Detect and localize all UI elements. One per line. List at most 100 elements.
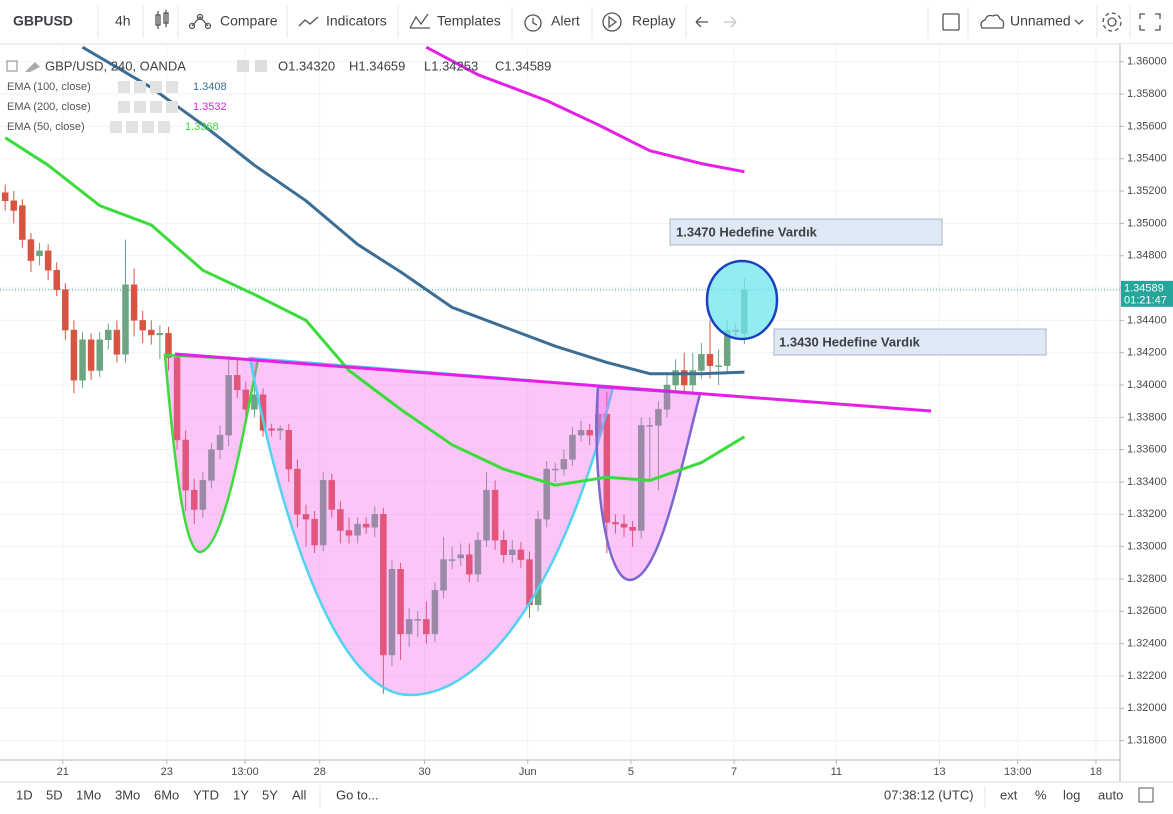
range-button[interactable]: 1D	[16, 787, 33, 802]
axis-option[interactable]: log	[1063, 787, 1080, 802]
range-button[interactable]: 3Mo	[115, 787, 140, 802]
candle-body	[122, 284, 129, 355]
x-tick-label: 13:00	[231, 766, 259, 778]
ema-lines	[4, 45, 746, 487]
replay-button[interactable]: Replay	[632, 13, 676, 29]
indicator-button[interactable]	[126, 121, 138, 133]
interval[interactable]: 4h	[115, 13, 131, 29]
indicators-button[interactable]: Indicators	[326, 13, 387, 29]
candle-body	[483, 489, 490, 541]
x-tick-label: 5	[628, 766, 634, 778]
candle-body	[225, 375, 232, 436]
ohlc-low: L1.34253	[424, 58, 478, 73]
right-shoulder[interactable]	[595, 385, 702, 582]
axis-option[interactable]: ext	[1000, 787, 1018, 802]
settings-icon[interactable]	[1138, 787, 1154, 803]
templates-icon[interactable]	[409, 13, 430, 29]
indicator-button[interactable]	[158, 121, 170, 133]
annotation-labels: 1.3470 Hedefine Vardık 1.3430 Hedefine V…	[669, 218, 1047, 356]
range-button[interactable]: 6Mo	[154, 787, 179, 802]
candle-body	[319, 480, 327, 546]
time-axis: 21 23 13:00 28 30 Jun 5 7 11 13 13:00 18	[57, 760, 1102, 778]
indicator-button[interactable]	[150, 81, 162, 93]
indicator-button[interactable]	[166, 81, 178, 93]
indicator-button[interactable]	[110, 121, 122, 133]
candle-body	[233, 375, 241, 391]
toolbar-bg	[0, 0, 1173, 44]
compare-icon[interactable]	[188, 13, 212, 30]
indicator-value: 1.3368	[185, 121, 219, 133]
settings-icon[interactable]	[1102, 12, 1122, 32]
redo-icon[interactable]	[724, 16, 737, 28]
candle-body	[715, 365, 722, 367]
alert-icon[interactable]	[524, 14, 542, 32]
x-tick-label: 18	[1090, 766, 1102, 778]
left-shoulder[interactable]	[163, 353, 260, 554]
legend-button[interactable]	[237, 60, 249, 72]
axis-option[interactable]: %	[1035, 787, 1047, 802]
range-button[interactable]: 1Mo	[76, 787, 101, 802]
indicator-button[interactable]	[166, 101, 178, 113]
x-tick-label: 13	[933, 766, 945, 778]
axis-option[interactable]: auto	[1098, 787, 1123, 802]
indicator-button[interactable]	[118, 81, 130, 93]
range-button[interactable]: 5D	[46, 787, 63, 802]
candle-body	[44, 250, 52, 271]
head[interactable]	[248, 356, 615, 697]
candle-body	[345, 530, 353, 536]
range-button[interactable]: YTD	[193, 787, 219, 802]
y-tick-label: 1.33600	[1127, 444, 1167, 456]
compare-button[interactable]: Compare	[220, 13, 278, 29]
candle-body	[156, 333, 164, 336]
indicator-value: 1.3532	[193, 101, 227, 113]
y-tick-label: 1.33200	[1127, 508, 1167, 520]
candle-body	[251, 394, 258, 410]
alert-button[interactable]: Alert	[551, 13, 580, 29]
layout-name[interactable]: Unnamed	[1010, 13, 1071, 29]
chart-style-icon[interactable]	[155, 10, 169, 29]
range-button[interactable]: All	[292, 787, 307, 802]
candle-body	[655, 409, 662, 426]
legend-button[interactable]	[255, 60, 267, 72]
fullscreen-icon[interactable]	[1139, 13, 1161, 31]
candle-body	[302, 514, 310, 520]
indicator-button[interactable]	[142, 121, 154, 133]
cloud-icon[interactable]	[980, 14, 1005, 29]
ema-line	[4, 136, 746, 487]
undo-icon[interactable]	[695, 16, 708, 28]
grid	[0, 44, 1120, 760]
target-circle[interactable]	[705, 259, 779, 341]
range-button[interactable]: 5Y	[262, 787, 278, 802]
candle-body	[139, 320, 146, 331]
indicator-button[interactable]	[118, 101, 130, 113]
range-button[interactable]: 1Y	[233, 787, 249, 802]
layout-menu-icon[interactable]	[1074, 19, 1084, 25]
y-tick-label: 1.33800	[1127, 411, 1167, 423]
neckline[interactable]	[174, 352, 932, 413]
candle-body	[1, 192, 9, 202]
candle-body	[586, 430, 593, 436]
indicators-icon[interactable]	[298, 16, 319, 27]
goto-button[interactable]: Go to...	[336, 787, 379, 802]
clock[interactable]: 07:38:12 (UTC)	[884, 787, 974, 802]
candle-body	[672, 370, 679, 386]
candle-body	[173, 357, 181, 441]
annotation-box[interactable]	[669, 218, 943, 246]
select-icon[interactable]	[942, 13, 960, 31]
candle-body	[543, 468, 550, 520]
indicator-button[interactable]	[134, 81, 146, 93]
indicator-name: EMA (200, close)	[7, 101, 91, 113]
candle-body	[182, 439, 189, 491]
candle-body	[440, 559, 447, 591]
symbol[interactable]: GBPUSD	[13, 13, 73, 29]
templates-button[interactable]: Templates	[437, 13, 501, 29]
annotation-box[interactable]	[773, 328, 1047, 356]
indicator-button[interactable]	[134, 101, 146, 113]
y-tick-label: 1.33000	[1127, 541, 1167, 553]
candle-body	[577, 430, 585, 436]
indicator-button[interactable]	[150, 101, 162, 113]
candle-body	[491, 489, 499, 541]
replay-icon[interactable]	[602, 12, 622, 32]
collapse-icon[interactable]	[6, 60, 18, 72]
toolbar: GBPUSD 4h Compare Indicators Templates A…	[0, 0, 1173, 45]
